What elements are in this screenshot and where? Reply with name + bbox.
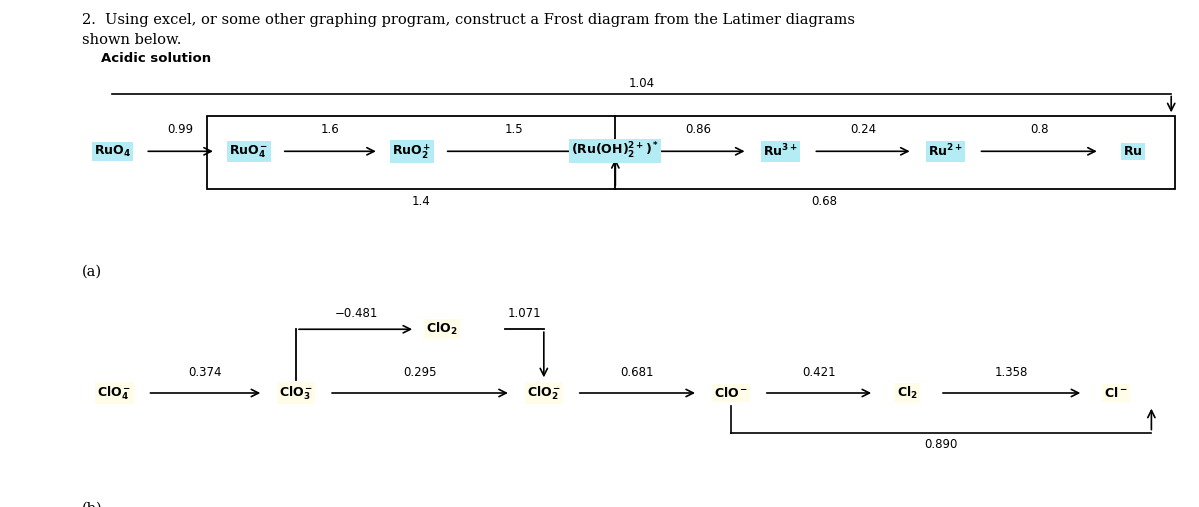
Text: 1.4: 1.4 [411,195,430,207]
Text: 0.99: 0.99 [168,123,194,136]
Text: $\mathbf{Ru^{2+}}$: $\mathbf{Ru^{2+}}$ [928,143,963,160]
Text: 1.358: 1.358 [995,366,1029,379]
Text: (b): (b) [82,501,102,507]
Text: 1.071: 1.071 [507,307,542,320]
Text: shown below.: shown below. [82,33,181,47]
Text: $\mathbf{ClO_2^-}$: $\mathbf{ClO_2^-}$ [526,384,561,402]
Text: 0.86: 0.86 [685,123,711,136]
Text: 0.681: 0.681 [621,366,655,379]
Text: Acidic solution: Acidic solution [102,52,211,65]
Text: −0.481: −0.481 [335,307,379,320]
Text: 2.  Using excel, or some other graphing program, construct a Frost diagram from : 2. Using excel, or some other graphing p… [82,13,855,27]
Text: 0.374: 0.374 [188,366,222,379]
Text: 0.890: 0.890 [924,438,958,451]
Text: $\mathbf{Cl_2}$: $\mathbf{Cl_2}$ [897,385,917,401]
Text: $\mathbf{ClO^-}$: $\mathbf{ClO^-}$ [713,386,748,400]
Text: $\mathbf{ClO_2}$: $\mathbf{ClO_2}$ [426,321,458,337]
Text: $\mathbf{Ru^{3+}}$: $\mathbf{Ru^{3+}}$ [763,143,797,160]
Text: 0.24: 0.24 [850,123,876,136]
Text: $\mathbf{RuO_4^-}$: $\mathbf{RuO_4^-}$ [229,143,269,160]
Text: $\mathbf{Cl^-}$: $\mathbf{Cl^-}$ [1104,386,1128,400]
Text: $\mathbf{RuO_4}$: $\mathbf{RuO_4}$ [94,144,131,159]
Bar [207,117,1175,189]
Text: $\mathbf{ClO_4^-}$: $\mathbf{ClO_4^-}$ [97,384,132,402]
Text: 0.295: 0.295 [403,366,436,379]
Text: 1.04: 1.04 [628,77,655,90]
Text: $\mathbf{ClO_3^-}$: $\mathbf{ClO_3^-}$ [279,384,313,402]
Text: 1.6: 1.6 [321,123,339,136]
Text: 0.68: 0.68 [812,195,837,207]
Text: $\mathbf{(Ru(OH)_2^{2+})^*}$: $\mathbf{(Ru(OH)_2^{2+})^*}$ [572,141,659,161]
Text: $\mathbf{RuO_2^+}$: $\mathbf{RuO_2^+}$ [392,142,432,161]
Text: 0.8: 0.8 [1030,123,1048,136]
Text: $\mathbf{Ru}$: $\mathbf{Ru}$ [1123,145,1143,158]
Text: 1.5: 1.5 [505,123,523,136]
Text: 0.421: 0.421 [802,366,836,379]
Text: (a): (a) [82,264,102,278]
